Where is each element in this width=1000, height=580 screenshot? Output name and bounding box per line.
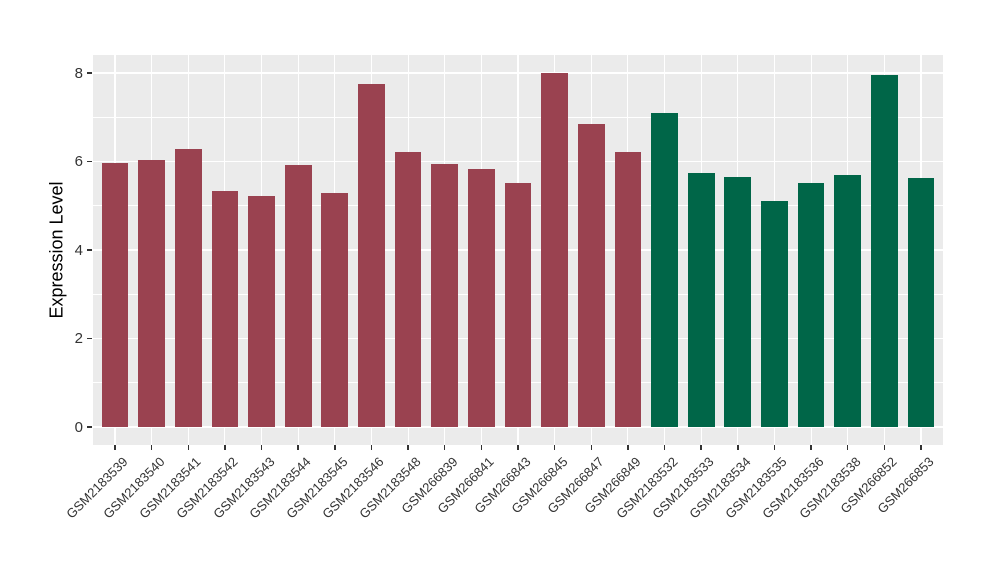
- x-axis-tick: [480, 445, 483, 450]
- y-axis-tick-label: 6: [74, 153, 83, 170]
- bar-GSM2183542: [211, 190, 239, 427]
- bar-GSM2183544: [284, 165, 312, 427]
- bar-GSM2183539: [101, 162, 129, 427]
- bar-GSM2183538: [834, 174, 862, 427]
- x-axis-tick: [260, 445, 263, 450]
- bar-GSM266843: [504, 182, 532, 427]
- y-axis-tick: [87, 249, 92, 251]
- x-axis-tick: [883, 445, 886, 450]
- bar-GSM266839: [431, 164, 459, 427]
- x-axis-tick: [700, 445, 702, 450]
- x-axis-tick: [187, 445, 189, 450]
- x-axis-tick: [627, 445, 629, 450]
- y-axis-tick: [87, 72, 92, 74]
- bar-GSM2183535: [761, 200, 788, 427]
- x-axis-tick: [737, 445, 739, 450]
- x-axis-tick: [590, 445, 593, 450]
- bar-GSM2183534: [724, 176, 752, 427]
- y-axis-tick: [87, 426, 92, 428]
- x-axis-tick: [370, 445, 373, 450]
- bar-GSM266847: [577, 123, 605, 427]
- y-axis-tick: [87, 160, 92, 163]
- bar-GSM2183543: [248, 196, 275, 427]
- x-axis-tick: [553, 445, 556, 450]
- x-axis-tick: [517, 445, 519, 450]
- x-axis-tick: [334, 445, 336, 450]
- x-axis-tick: [920, 445, 922, 450]
- x-axis-tick: [443, 445, 446, 450]
- bar-GSM2183548: [394, 151, 422, 427]
- bar-GSM266845: [541, 73, 568, 427]
- x-axis-tick: [846, 445, 849, 450]
- x-axis-tick: [150, 445, 153, 450]
- bar-GSM2183532: [651, 113, 678, 427]
- x-axis-tick: [810, 445, 812, 450]
- y-axis-tick: [87, 337, 92, 340]
- x-axis-tick: [114, 445, 116, 450]
- x-axis-tick: [663, 445, 666, 450]
- bar-GSM266849: [614, 151, 642, 427]
- y-axis-tick-label: 8: [74, 64, 83, 82]
- bar-GSM2183540: [138, 160, 165, 427]
- y-axis-tick-label: 0: [74, 418, 83, 436]
- plot-panel: [93, 55, 943, 445]
- bar-GSM266841: [468, 168, 495, 427]
- bar-GSM2183536: [797, 182, 825, 427]
- bar-GSM2183545: [321, 193, 349, 427]
- y-axis-tick-label: 4: [74, 241, 83, 259]
- y-axis-tick-label: 2: [74, 330, 83, 347]
- bar-GSM2183533: [687, 173, 715, 427]
- x-axis-tick: [297, 445, 299, 450]
- bar-GSM266852: [871, 75, 898, 427]
- x-axis-tick: [773, 445, 776, 450]
- bar-GSM266853: [907, 177, 935, 427]
- bar-GSM2183546: [358, 83, 385, 427]
- bar-GSM2183541: [174, 149, 202, 427]
- x-axis-tick: [224, 445, 226, 450]
- x-axis-tick: [407, 445, 409, 450]
